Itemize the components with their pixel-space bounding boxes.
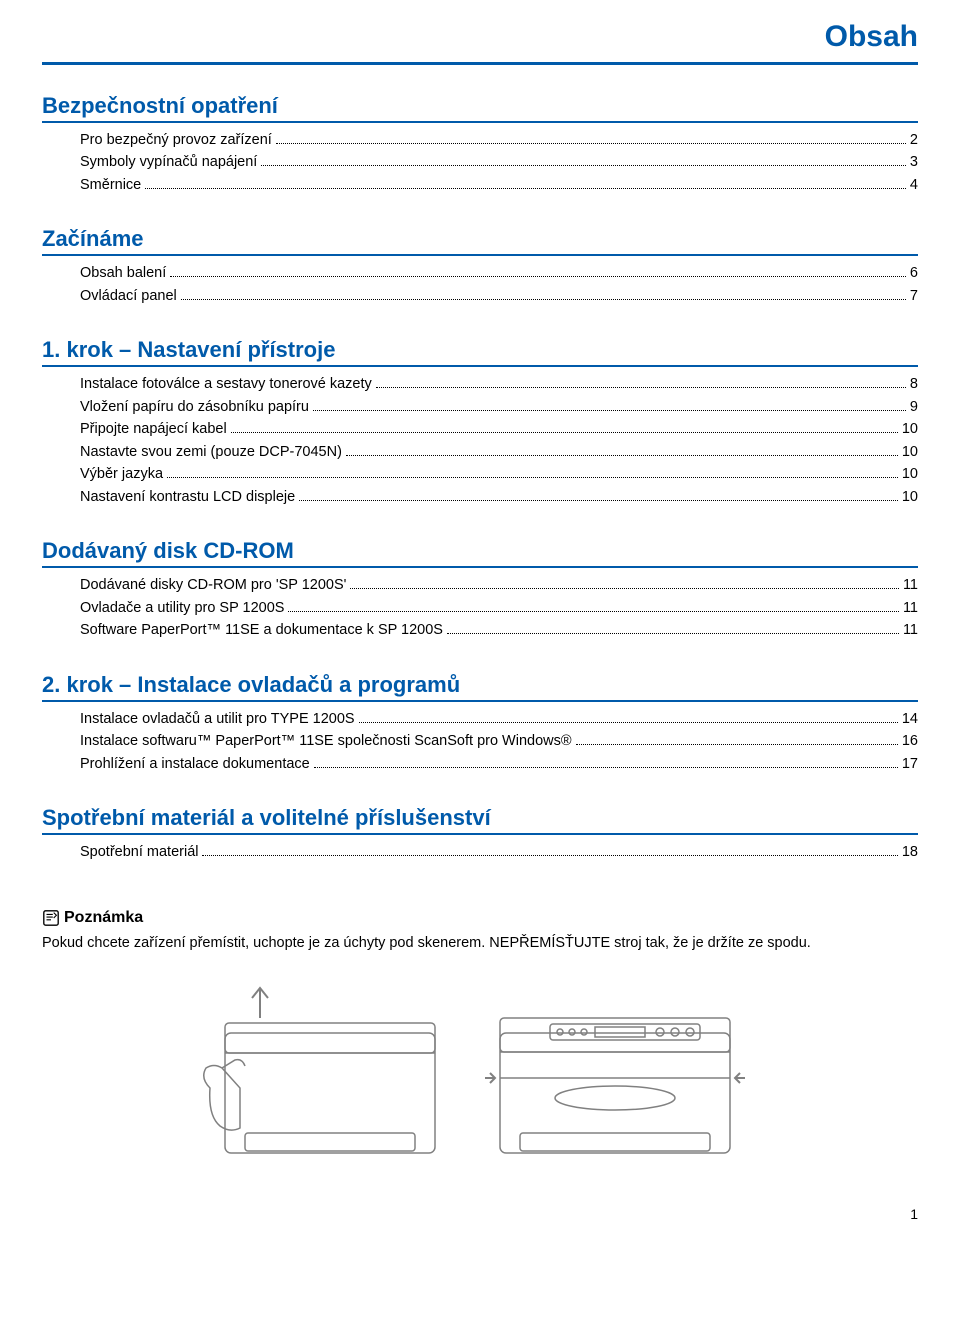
toc-leader <box>299 500 898 501</box>
toc-item-page: 8 <box>910 373 918 395</box>
toc-item-page: 7 <box>910 285 918 307</box>
section-heading: Spotřební materiál a volitelné příslušen… <box>42 805 918 835</box>
toc-item-page: 11 <box>903 597 918 619</box>
toc-item-page: 10 <box>902 463 918 485</box>
printer-illustration <box>42 968 918 1178</box>
toc-list: Spotřební materiál 18 <box>42 841 918 881</box>
toc-item-page: 11 <box>903 574 918 596</box>
toc-item[interactable]: Nastavení kontrastu LCD displeje 10 <box>80 486 918 508</box>
toc-item-page: 16 <box>902 730 918 752</box>
toc-item[interactable]: Nastavte svou zemi (pouze DCP-7045N) 10 <box>80 441 918 463</box>
toc-item-page: 4 <box>910 174 918 196</box>
toc-leader <box>202 855 897 856</box>
toc-item[interactable]: Připojte napájecí kabel 10 <box>80 418 918 440</box>
toc-item-page: 6 <box>910 262 918 284</box>
toc-leader <box>231 432 898 433</box>
note-text: Pokud chcete zařízení přemístit, uchopte… <box>42 933 918 954</box>
toc-leader <box>181 299 906 300</box>
toc-item-page: 10 <box>902 418 918 440</box>
toc-item-page: 10 <box>902 441 918 463</box>
toc-item[interactable]: Ovladače a utility pro SP 1200S 11 <box>80 597 918 619</box>
page-number: 1 <box>42 1206 918 1222</box>
toc-item-label: Výběr jazyka <box>80 463 163 485</box>
toc-item-page: 10 <box>902 486 918 508</box>
toc-list: Dodávané disky CD-ROM pro 'SP 1200S' 11O… <box>42 574 918 659</box>
note-heading-text: Poznámka <box>64 909 143 927</box>
toc-item[interactable]: Pro bezpečný provoz zařízení 2 <box>80 129 918 151</box>
note-icon <box>42 909 60 927</box>
toc-list: Instalace fotoválce a sestavy tonerové k… <box>42 373 918 526</box>
page-container: Obsah Bezpečnostní opatření Pro bezpečný … <box>0 0 960 1252</box>
toc-item[interactable]: Dodávané disky CD-ROM pro 'SP 1200S' 11 <box>80 574 918 596</box>
toc-sections: Bezpečnostní opatření Pro bezpečný provoz… <box>42 93 918 881</box>
toc-list: Instalace ovladačů a utilit pro TYPE 120… <box>42 708 918 793</box>
toc-leader <box>346 455 898 456</box>
toc-item[interactable]: Spotřební materiál 18 <box>80 841 918 863</box>
toc-item[interactable]: Obsah balení 6 <box>80 262 918 284</box>
toc-item[interactable]: Instalace fotoválce a sestavy tonerové k… <box>80 373 918 395</box>
document-title: Obsah <box>42 0 918 62</box>
toc-item[interactable]: Instalace ovladačů a utilit pro TYPE 120… <box>80 708 918 730</box>
toc-item-label: Instalace fotoválce a sestavy tonerové k… <box>80 373 372 395</box>
toc-item[interactable]: Vložení papíru do zásobníku papíru 9 <box>80 396 918 418</box>
toc-list: Pro bezpečný provoz zařízení 2Symboly vy… <box>42 129 918 214</box>
toc-item[interactable]: Výběr jazyka 10 <box>80 463 918 485</box>
toc-item-page: 17 <box>902 753 918 775</box>
toc-item[interactable]: Směrnice 4 <box>80 174 918 196</box>
section-heading: Začínáme <box>42 226 918 256</box>
toc-item[interactable]: Instalace softwaru™ PaperPort™ 11SE spol… <box>80 730 918 752</box>
toc-item-label: Ovladače a utility pro SP 1200S <box>80 597 284 619</box>
toc-list: Obsah balení 6Ovládací panel 7 <box>42 262 918 325</box>
toc-leader <box>167 477 898 478</box>
toc-item-label: Vložení papíru do zásobníku papíru <box>80 396 309 418</box>
toc-item-label: Nastavte svou zemi (pouze DCP-7045N) <box>80 441 342 463</box>
section-heading: 1. krok – Nastavení přístroje <box>42 337 918 367</box>
toc-item-label: Dodávané disky CD-ROM pro 'SP 1200S' <box>80 574 346 596</box>
toc-item-label: Symboly vypínačů napájení <box>80 151 257 173</box>
toc-item[interactable]: Prohlížení a instalace dokumentace 17 <box>80 753 918 775</box>
toc-item-page: 3 <box>910 151 918 173</box>
toc-item-label: Instalace softwaru™ PaperPort™ 11SE spol… <box>80 730 572 752</box>
toc-item-page: 14 <box>902 708 918 730</box>
toc-leader <box>288 611 898 612</box>
note-block: Poznámka Pokud chcete zařízení přemístit… <box>42 909 918 1178</box>
toc-leader <box>313 410 906 411</box>
toc-item-label: Spotřební materiál <box>80 841 198 863</box>
toc-item-label: Ovládací panel <box>80 285 177 307</box>
header-rule <box>42 62 918 65</box>
toc-item[interactable]: Ovládací panel 7 <box>80 285 918 307</box>
toc-leader <box>576 744 898 745</box>
toc-item-label: Nastavení kontrastu LCD displeje <box>80 486 295 508</box>
toc-item[interactable]: Software PaperPort™ 11SE a dokumentace k… <box>80 619 918 641</box>
toc-leader <box>447 633 899 634</box>
toc-item-page: 11 <box>903 619 918 641</box>
section-heading: Dodávaný disk CD-ROM <box>42 538 918 568</box>
toc-leader <box>376 387 906 388</box>
toc-item[interactable]: Symboly vypínačů napájení 3 <box>80 151 918 173</box>
toc-leader <box>359 722 898 723</box>
toc-leader <box>261 165 906 166</box>
toc-leader <box>276 143 906 144</box>
toc-leader <box>314 767 898 768</box>
note-heading: Poznámka <box>42 909 918 927</box>
toc-leader <box>145 188 906 189</box>
toc-item-page: 9 <box>910 396 918 418</box>
toc-item-label: Obsah balení <box>80 262 166 284</box>
toc-leader <box>350 588 899 589</box>
toc-item-label: Připojte napájecí kabel <box>80 418 227 440</box>
toc-item-label: Software PaperPort™ 11SE a dokumentace k… <box>80 619 443 641</box>
toc-item-label: Směrnice <box>80 174 141 196</box>
toc-item-page: 18 <box>902 841 918 863</box>
toc-item-label: Instalace ovladačů a utilit pro TYPE 120… <box>80 708 355 730</box>
toc-item-page: 2 <box>910 129 918 151</box>
toc-item-label: Prohlížení a instalace dokumentace <box>80 753 310 775</box>
section-heading: 2. krok – Instalace ovladačů a programů <box>42 672 918 702</box>
toc-leader <box>170 276 906 277</box>
toc-item-label: Pro bezpečný provoz zařízení <box>80 129 272 151</box>
section-heading: Bezpečnostní opatření <box>42 93 918 123</box>
